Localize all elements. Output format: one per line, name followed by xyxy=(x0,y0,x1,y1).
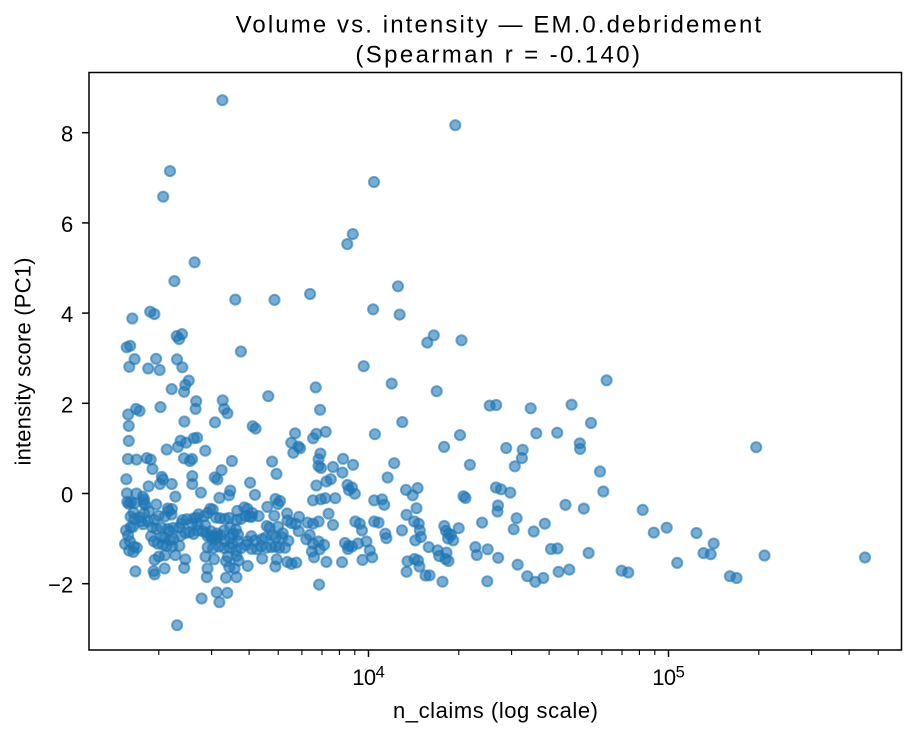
svg-text:4: 4 xyxy=(61,302,73,327)
svg-text:intensity score (PC1): intensity score (PC1) xyxy=(10,258,35,466)
svg-text:(Spearman r = -0.140): (Spearman r = -0.140) xyxy=(355,42,640,69)
svg-text:n_claims (log scale): n_claims (log scale) xyxy=(393,698,598,723)
svg-text:−2: −2 xyxy=(48,573,73,598)
svg-text:6: 6 xyxy=(61,212,73,237)
svg-text:0: 0 xyxy=(61,483,73,508)
svg-text:Volume vs. intensity — EM.0.de: Volume vs. intensity — EM.0.debridement xyxy=(236,12,762,39)
svg-text:2: 2 xyxy=(61,392,73,417)
svg-text:8: 8 xyxy=(61,122,73,147)
